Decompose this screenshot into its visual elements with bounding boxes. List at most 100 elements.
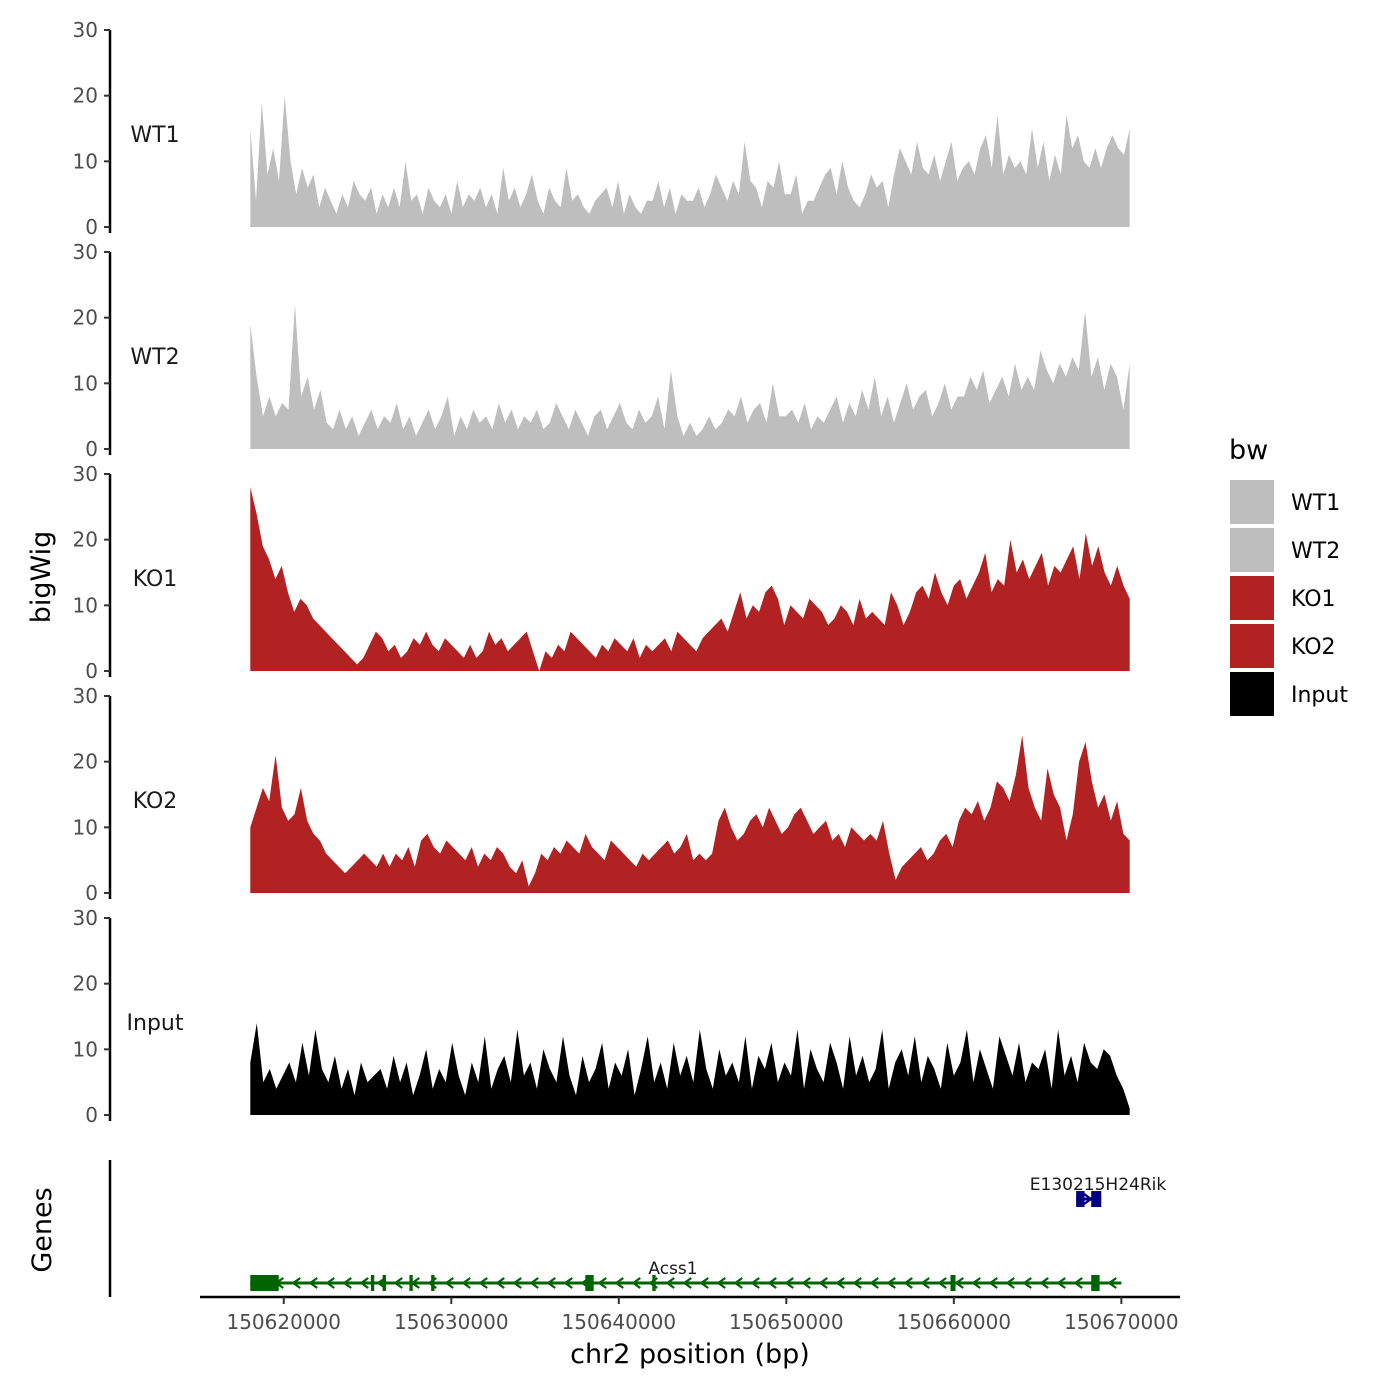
y-axis-title: bigWig bbox=[26, 531, 57, 624]
legend: bw WT1 WT2 KO1 KO2 Input bbox=[1229, 435, 1348, 716]
legend-label-ko1: KO1 bbox=[1291, 587, 1336, 612]
y-tick-label: 0 bbox=[85, 215, 98, 239]
strand-arrow bbox=[546, 1277, 556, 1289]
strand-arrow bbox=[903, 1277, 913, 1289]
strand-arrow bbox=[699, 1277, 709, 1289]
gene-exon bbox=[1091, 1191, 1102, 1207]
strand-arrow bbox=[971, 1277, 981, 1289]
gene-exon bbox=[382, 1275, 386, 1291]
legend-swatch-wt2 bbox=[1230, 528, 1274, 572]
track-ko2: 0 10 20 30 KO2 bbox=[73, 684, 1130, 905]
strand-arrow bbox=[733, 1277, 743, 1289]
strand-arrow bbox=[393, 1277, 403, 1289]
y-tick-label: 30 bbox=[73, 906, 98, 930]
signal-area-wt2 bbox=[250, 304, 1130, 449]
legend-title: bw bbox=[1229, 435, 1268, 466]
y-tick-label: 20 bbox=[73, 750, 98, 774]
legend-label-wt1: WT1 bbox=[1291, 491, 1340, 516]
strand-arrow bbox=[835, 1277, 845, 1289]
legend-label-wt2: WT2 bbox=[1291, 539, 1340, 564]
y-tick-label: 0 bbox=[85, 659, 98, 683]
track-label-ko1: KO1 bbox=[133, 567, 178, 592]
y-tick-label: 0 bbox=[85, 881, 98, 905]
legend-swatch-ko2 bbox=[1230, 624, 1274, 668]
strand-arrow bbox=[954, 1277, 964, 1289]
strand-arrow bbox=[529, 1277, 539, 1289]
strand-arrow bbox=[1083, 1193, 1094, 1205]
signal-area-input bbox=[250, 1023, 1130, 1115]
strand-arrow bbox=[597, 1277, 607, 1289]
strand-arrow bbox=[852, 1277, 862, 1289]
y-tick-label: 10 bbox=[73, 593, 98, 617]
x-tick-label: 150630000 bbox=[394, 1310, 509, 1334]
y-tick-label: 10 bbox=[73, 1037, 98, 1061]
strand-arrow bbox=[750, 1277, 760, 1289]
gene-panel: Genes Acss1 E130215H24Rik bbox=[27, 1160, 1166, 1297]
track-label-wt1: WT1 bbox=[130, 123, 179, 148]
x-tick-label: 150670000 bbox=[1064, 1310, 1179, 1334]
strand-arrow bbox=[461, 1277, 471, 1289]
legend-swatch-input bbox=[1230, 672, 1274, 716]
strand-arrow bbox=[342, 1277, 352, 1289]
x-tick-label: 150650000 bbox=[729, 1310, 844, 1334]
track-wt1: 0 10 20 30 WT1 bbox=[73, 18, 1130, 239]
track-input: 0 10 20 30 Input bbox=[73, 906, 1130, 1127]
strand-arrow bbox=[359, 1277, 369, 1289]
legend-label-input: Input bbox=[1291, 683, 1348, 708]
signal-area-ko2 bbox=[250, 735, 1130, 893]
x-tick-label: 150660000 bbox=[897, 1310, 1012, 1334]
signal-area-ko1 bbox=[250, 487, 1130, 671]
strand-arrow bbox=[1107, 1277, 1117, 1289]
strand-arrow bbox=[937, 1277, 947, 1289]
strand-arrow bbox=[1073, 1277, 1083, 1289]
strand-arrow bbox=[1022, 1277, 1032, 1289]
legend-swatch-ko1 bbox=[1230, 576, 1274, 620]
strand-arrow bbox=[563, 1277, 573, 1289]
strand-arrow bbox=[1005, 1277, 1015, 1289]
genes-axis-title: Genes bbox=[27, 1187, 58, 1272]
y-tick-label: 30 bbox=[73, 462, 98, 486]
y-tick-label: 20 bbox=[73, 306, 98, 330]
strand-arrow bbox=[495, 1277, 505, 1289]
strand-arrow bbox=[291, 1277, 301, 1289]
gene-exon bbox=[1076, 1191, 1085, 1207]
x-tick-label: 150620000 bbox=[226, 1310, 341, 1334]
strand-arrow bbox=[1039, 1277, 1049, 1289]
strand-arrow bbox=[325, 1277, 335, 1289]
gene-label-e130215h24rik: E130215H24Rik bbox=[1030, 1175, 1167, 1195]
track-label-ko2: KO2 bbox=[133, 789, 178, 814]
legend-swatch-wt1 bbox=[1230, 480, 1274, 524]
y-tick-label: 10 bbox=[73, 815, 98, 839]
gene-exon bbox=[409, 1275, 413, 1291]
gene-exon bbox=[652, 1275, 656, 1291]
strand-arrow bbox=[444, 1277, 454, 1289]
track-wt2: 0 10 20 30 WT2 bbox=[73, 240, 1130, 461]
track-label-wt2: WT2 bbox=[130, 345, 179, 370]
y-tick-label: 10 bbox=[73, 149, 98, 173]
signal-area-wt1 bbox=[250, 95, 1130, 227]
gene-exon bbox=[950, 1275, 956, 1291]
strand-arrow bbox=[801, 1277, 811, 1289]
y-tick-label: 30 bbox=[73, 684, 98, 708]
gene-acss1: Acss1 bbox=[250, 1259, 1122, 1291]
y-tick-label: 10 bbox=[73, 371, 98, 395]
strand-arrow bbox=[1056, 1277, 1066, 1289]
x-tick-label: 150640000 bbox=[562, 1310, 677, 1334]
y-tick-label: 20 bbox=[73, 84, 98, 108]
strand-arrow bbox=[614, 1277, 624, 1289]
gene-exon bbox=[1091, 1275, 1100, 1291]
x-axis-title: chr2 position (bp) bbox=[570, 1339, 810, 1370]
x-axis: 150620000 150630000 150640000 150650000 1506… bbox=[200, 1295, 1180, 1370]
y-tick-label: 30 bbox=[73, 240, 98, 264]
y-tick-label: 20 bbox=[73, 972, 98, 996]
y-tick-label: 0 bbox=[85, 437, 98, 461]
track-label-input: Input bbox=[127, 1011, 184, 1036]
gene-e130215h24rik: E130215H24Rik bbox=[1030, 1175, 1167, 1207]
gene-exon bbox=[370, 1275, 375, 1291]
strand-arrow bbox=[767, 1277, 777, 1289]
strand-arrow bbox=[512, 1277, 522, 1289]
gene-exon bbox=[250, 1275, 279, 1291]
y-tick-label: 0 bbox=[85, 1103, 98, 1127]
strand-arrow bbox=[631, 1277, 641, 1289]
